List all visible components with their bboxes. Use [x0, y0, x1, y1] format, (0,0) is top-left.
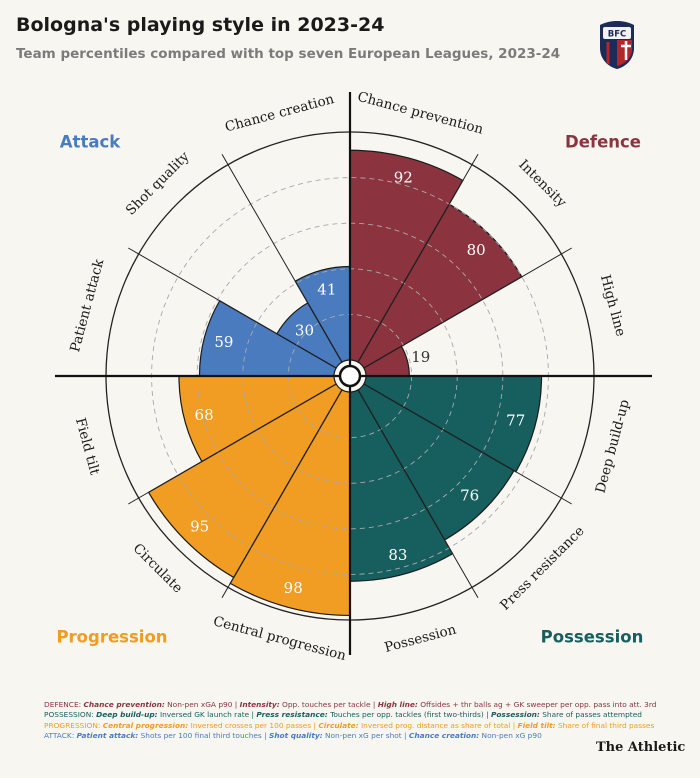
bar-circulate: [147, 383, 343, 579]
axis-label-patient-attack: Patient attack: [67, 257, 107, 354]
spoke-5: [357, 389, 479, 598]
footnote-metric-name: Field tilt:: [517, 720, 556, 730]
footnote-metric-name: Circulate:: [318, 720, 359, 730]
axis-label-possession: Possession: [383, 621, 458, 656]
spoke-2: [363, 247, 572, 369]
svg-text:BFC: BFC: [608, 30, 627, 40]
footnote-text: Offsides + thr balls ag + GK sweeper per…: [417, 700, 657, 709]
axis-label-high-line: High line: [597, 273, 629, 338]
footnote-text: Inversed GK launch rate |: [157, 710, 257, 720]
footnote-attack: ATTACK: Patient attack: Shots per 100 fi…: [44, 731, 664, 741]
spoke-4: [363, 383, 572, 505]
value-label-chance-creation: 41: [317, 281, 336, 299]
center-hub: [338, 364, 362, 388]
footnote-possession: POSSESSION: Deep build-up: Inversed GK l…: [44, 710, 664, 720]
footnote-text: Share of passes attempted: [539, 710, 642, 720]
axis-label-shot-quality: Shot quality: [123, 148, 193, 218]
value-label-high-line: 19: [411, 348, 430, 366]
axis-label-deep-build-up: Deep build-up: [593, 398, 633, 495]
bar-intensity: [357, 203, 523, 369]
spoke-11: [221, 154, 343, 363]
bar-deep-build-up: [363, 375, 543, 473]
spoke-8: [128, 383, 337, 505]
footnote-metric-name: Chance prevention:: [83, 700, 165, 709]
bar-patient-attack: [198, 299, 337, 377]
spoke-1: [357, 154, 479, 363]
footnote-text: PROGRESSION:: [44, 720, 103, 730]
value-label-deep-build-up: 77: [506, 411, 525, 429]
spoke-7: [221, 389, 343, 598]
value-label-shot-quality: 30: [295, 321, 314, 339]
footnote-metric-name: Press resistance:: [256, 710, 328, 720]
footnote-text: Shots per 100 final third touches |: [138, 730, 269, 740]
spoke-10: [128, 247, 337, 369]
axis-label-intensity: Intensity: [515, 157, 569, 211]
value-label-chance-prevention: 92: [394, 168, 413, 186]
footnote-metric-name: Intensity:: [239, 700, 280, 709]
club-crest-logo: BFC: [600, 21, 634, 69]
page-title: Bologna's playing style in 2023-24: [16, 14, 385, 36]
value-label-possession: 83: [388, 546, 407, 564]
footnote-metric-name: Chance creation:: [408, 730, 480, 740]
footnote-metric-name: Central progression:: [102, 720, 189, 730]
footnote-text: Inversed crosses per 100 passes |: [188, 720, 319, 730]
footnote-text: Opp. touches per tackle |: [279, 700, 378, 709]
value-label-central-progression: 98: [284, 579, 303, 597]
footnote-metric-name: Patient attack:: [76, 730, 139, 740]
axis-label-field-tilt: Field tilt: [72, 416, 103, 477]
category-title-attack: Attack: [60, 133, 121, 152]
footnote-metric-name: High line:: [377, 700, 418, 709]
value-label-field-tilt: 68: [195, 406, 214, 424]
value-label-intensity: 80: [467, 241, 486, 259]
footnote-progression: PROGRESSION: Central progression: Invers…: [44, 721, 664, 731]
bar-press-resistance: [357, 383, 515, 541]
value-label-patient-attack: 59: [214, 333, 233, 351]
axis-label-chance-prevention: Chance prevention: [356, 89, 486, 138]
value-label-circulate: 95: [190, 517, 209, 535]
brand-logo: The Athletic: [596, 740, 686, 755]
footnote-text: DEFENCE:: [44, 700, 84, 709]
page-subtitle: Team percentiles compared with top seven…: [16, 46, 561, 62]
footnote-text: ATTACK:: [44, 730, 77, 740]
footnote-metric-name: Shot quality:: [268, 730, 323, 740]
axis-label-central-progression: Central progression: [211, 613, 348, 664]
bar-field-tilt: [178, 375, 337, 463]
footnote-text: POSSESSION:: [44, 710, 97, 720]
category-title-progression: Progression: [56, 628, 167, 647]
footnote-text: Inversed prog. distance as share of tota…: [358, 720, 518, 730]
value-label-press-resistance: 76: [460, 487, 479, 505]
bar-central-progression: [229, 389, 351, 617]
footnote-metric-name: Deep build-up:: [96, 710, 158, 720]
footnote-defence: DEFENCE: Chance prevention: Non-pen xGA …: [44, 700, 664, 710]
footnote-text: Touches per opp. tackles (first two-thir…: [327, 710, 491, 720]
axis-label-press-resistance: Press resistance: [497, 523, 588, 614]
polar-bar-chart: 92 80 19 77 76 83 98 95 68 59 30 41 Chance preventio…: [55, 89, 652, 664]
category-title-possession: Possession: [541, 628, 644, 647]
footnote-metric-name: Possession:: [490, 710, 540, 720]
footnote-text: Non-pen xG per shot |: [322, 730, 409, 740]
category-title-defence: Defence: [565, 133, 641, 152]
footnote-text: Share of final third passes: [555, 720, 655, 730]
bar-chance-prevention: [349, 149, 464, 363]
footnotes: DEFENCE: Chance prevention: Non-pen xGA …: [44, 700, 664, 741]
bar-chance-creation: [294, 265, 351, 363]
footnote-text: Non-pen xG p90: [479, 730, 542, 740]
footnote-text: Non-pen xGA p90 |: [164, 700, 240, 709]
bar-possession: [349, 389, 454, 582]
axis-label-chance-creation: Chance creation: [223, 91, 336, 136]
